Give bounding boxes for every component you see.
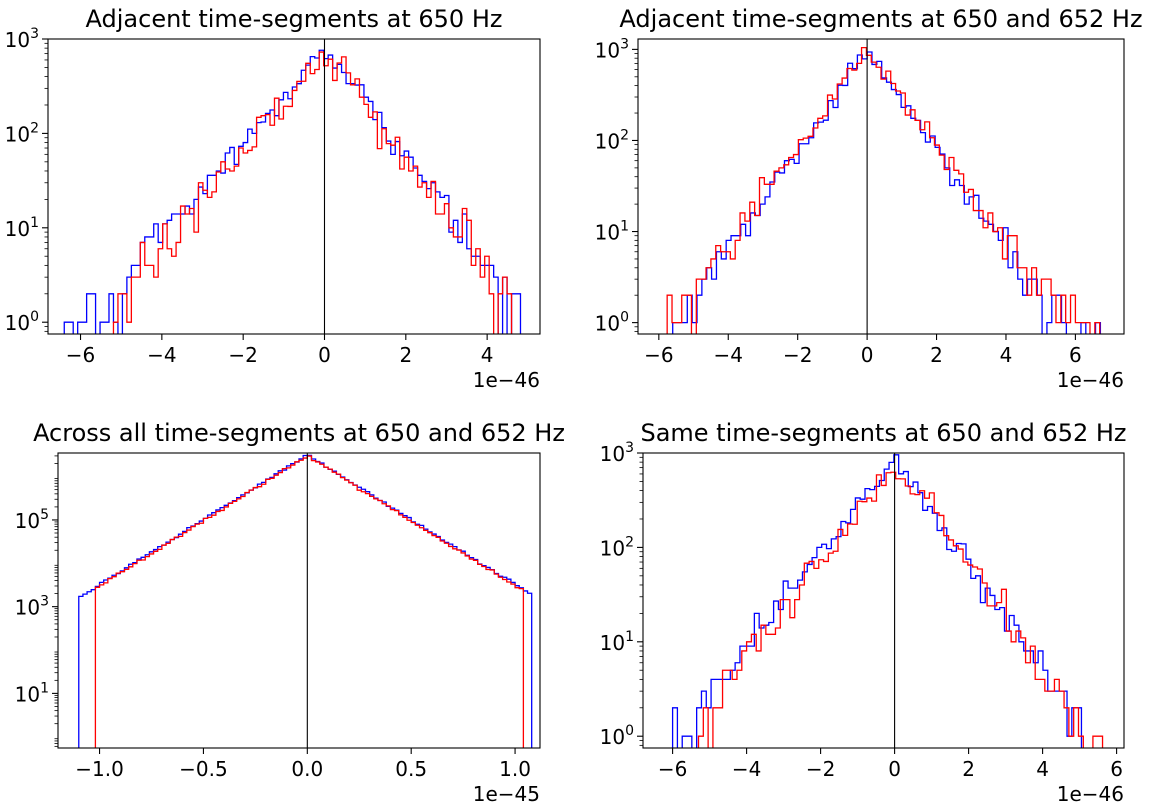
y-tick-label: 103 <box>15 594 49 620</box>
y-tick-label: 100 <box>595 310 629 336</box>
y-tick-label: 100 <box>600 723 634 749</box>
y-tick-label: 101 <box>595 219 629 245</box>
x-tick-label: 2 <box>399 343 412 367</box>
x-tick-label: 0 <box>888 757 901 781</box>
chart-title: Adjacent time-segments at 650 Hz <box>86 5 503 33</box>
x-tick-label: 4 <box>481 343 494 367</box>
plot-frame <box>57 452 541 749</box>
x-tick-label: 6 <box>1069 343 1082 367</box>
x-tick-label: −2 <box>228 343 257 367</box>
y-tick-label: 103 <box>600 440 634 466</box>
x-offset-label: 1e−46 <box>1057 368 1124 392</box>
x-tick-label: −6 <box>644 343 673 367</box>
chart-panel-3: Across all time-segments at 650 and 652 … <box>15 419 565 805</box>
x-tick-label: 1.0 <box>499 757 531 781</box>
x-tick-label: 0 <box>318 343 331 367</box>
x-tick-label: −1.0 <box>75 757 124 781</box>
histogram-series-red <box>112 51 513 334</box>
chart-panel-4: Same time-segments at 650 and 652 Hz −6 −4… <box>600 419 1127 805</box>
x-tick-label: −6 <box>658 757 687 781</box>
x-tick-label: −2 <box>806 757 835 781</box>
x-tick-label: 4 <box>1000 343 1013 367</box>
x-tick-label: 0 <box>861 343 874 367</box>
y-tick-label: 100 <box>5 309 39 335</box>
histogram-series-blue <box>672 51 1102 334</box>
y-tick-label: 102 <box>5 120 39 146</box>
x-tick-label: −4 <box>732 757 761 781</box>
x-tick-label: 0.0 <box>291 757 323 781</box>
chart-panel-2: Adjacent time-segments at 650 and 652 Hz… <box>595 5 1143 392</box>
x-tick-label: −4 <box>714 343 743 367</box>
plot-frame <box>637 38 1125 335</box>
y-tick-label: 105 <box>15 507 49 533</box>
y-tick-label: 101 <box>5 215 39 241</box>
x-tick-label: −6 <box>66 343 95 367</box>
x-tick-label: 2 <box>930 343 943 367</box>
chart-title: Same time-segments at 650 and 652 Hz <box>640 419 1126 447</box>
y-tick-label: 102 <box>600 534 634 560</box>
plot-frame <box>642 452 1125 749</box>
chart-panel-1: Adjacent time-segments at 650 Hz −6 −4 −2 0 2… <box>5 5 541 392</box>
y-tick-label: 102 <box>595 127 629 153</box>
chart-title: Adjacent time-segments at 650 and 652 Hz <box>619 5 1142 33</box>
x-offset-label: 1e−46 <box>1057 782 1124 805</box>
x-tick-label: −2 <box>783 343 812 367</box>
x-tick-label: 4 <box>1036 757 1049 781</box>
y-tick-label: 101 <box>600 629 634 655</box>
x-offset-label: 1e−46 <box>473 368 540 392</box>
x-tick-label: −0.5 <box>179 757 228 781</box>
histogram-series-blue <box>671 454 1083 748</box>
chart-title: Across all time-segments at 650 and 652 … <box>33 419 565 447</box>
x-tick-label: 2 <box>962 757 975 781</box>
histogram-series-red <box>697 471 1104 748</box>
y-tick-label: 103 <box>595 36 629 62</box>
y-tick-label: 101 <box>15 680 49 706</box>
x-tick-label: 6 <box>1110 757 1123 781</box>
x-tick-label: −4 <box>147 343 176 367</box>
plot-frame <box>47 38 541 335</box>
x-tick-label: 0.5 <box>395 757 427 781</box>
histogram-series-blue <box>78 454 533 748</box>
histogram-series-red <box>94 455 525 748</box>
x-offset-label: 1e−45 <box>473 782 540 805</box>
y-tick-label: 103 <box>5 26 39 52</box>
histogram-series-red <box>666 46 1101 334</box>
